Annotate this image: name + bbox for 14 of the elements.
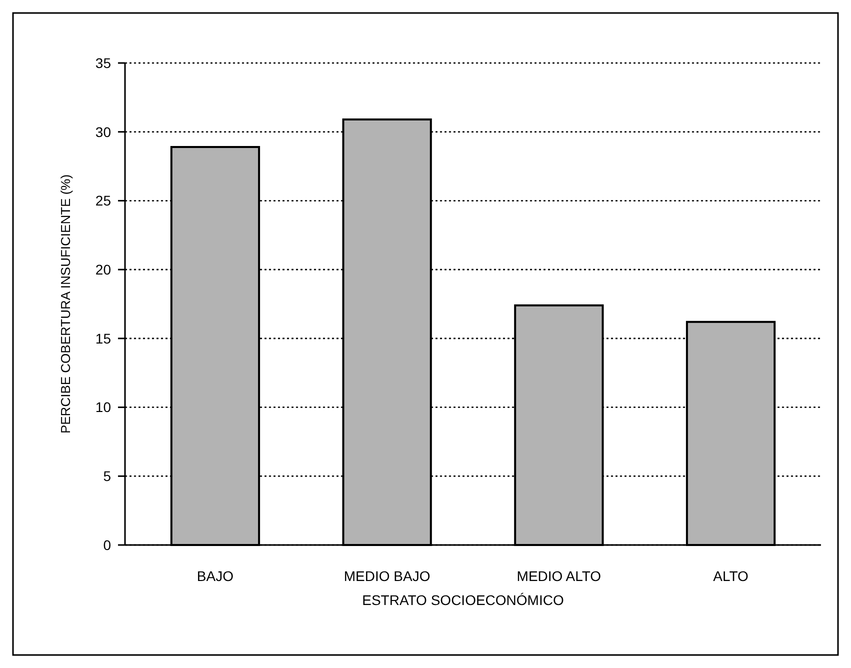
y-tick-label: 30	[95, 124, 112, 140]
y-tick-label: 15	[95, 330, 112, 346]
y-tick-label: 35	[95, 54, 112, 71]
y-tick-label: 20	[95, 261, 112, 278]
x-tick-label: MEDIO ALTO	[516, 568, 602, 584]
x-tick-label: BAJO	[196, 568, 234, 584]
y-tick-label: 5	[103, 468, 112, 484]
x-tick-label: ALTO	[713, 568, 749, 584]
y-tick-label: 0	[103, 536, 112, 553]
x-axis-title: ESTRATO SOCIOECONÓMICO	[362, 592, 564, 608]
x-tick-label: MEDIO BAJO	[344, 568, 430, 584]
y-axis-title: PERCIBE COBERTURA INSUFICIENTE (%)	[58, 174, 73, 434]
y-tick-label: 25	[95, 192, 112, 209]
y-tick-label: 10	[95, 399, 112, 416]
